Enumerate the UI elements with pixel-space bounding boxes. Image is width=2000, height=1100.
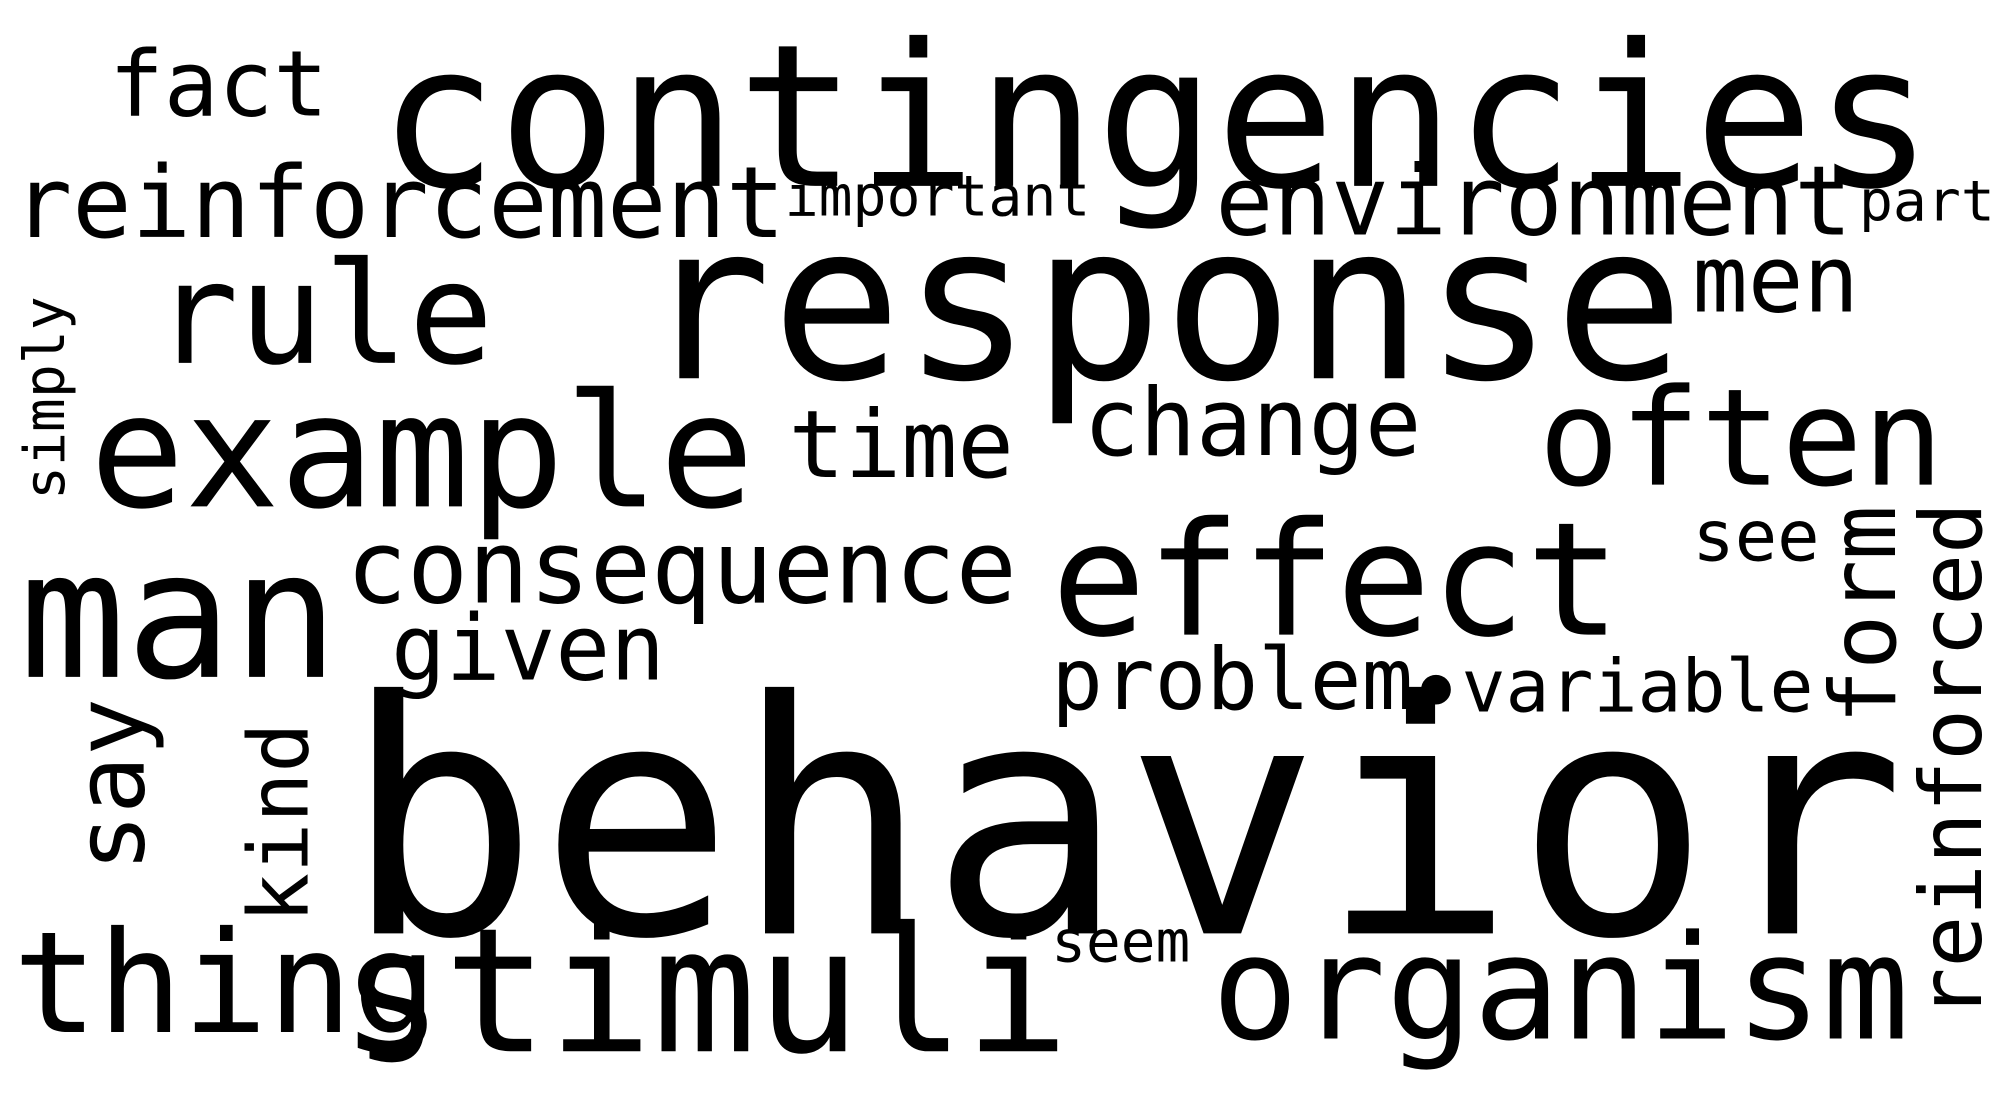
word: • (1405, 634, 1467, 753)
word: often (1538, 360, 1943, 517)
word: variable (1462, 645, 1814, 730)
word: change (1083, 369, 1421, 478)
word: time (788, 391, 1013, 500)
word: kind (231, 722, 328, 923)
word: environment (1215, 146, 1852, 258)
word: example (90, 361, 755, 544)
word: response (641, 178, 1685, 430)
word: problem (1051, 630, 1413, 730)
word: simply (13, 296, 78, 500)
word: say (55, 698, 167, 872)
word: part (1859, 170, 1995, 235)
word: thing (13, 902, 437, 1066)
word: reinforced (1902, 502, 2000, 1019)
word: contingencies (378, 2, 1933, 233)
word: reinforcement (13, 146, 786, 261)
word: important (785, 164, 1091, 229)
word: consequence (346, 509, 1017, 627)
word: effect (1051, 490, 1621, 673)
word: given (391, 596, 665, 701)
word: form (1812, 505, 1917, 724)
word: seem (1051, 908, 1190, 976)
word: rule (154, 233, 494, 397)
word: fact (109, 32, 328, 137)
word: stimuli (340, 890, 1069, 1092)
word: see (1692, 495, 1819, 577)
word: men (1692, 226, 1859, 334)
word: behavior (344, 633, 1906, 1010)
word: man (19, 513, 339, 719)
word: organism (1212, 905, 1910, 1073)
